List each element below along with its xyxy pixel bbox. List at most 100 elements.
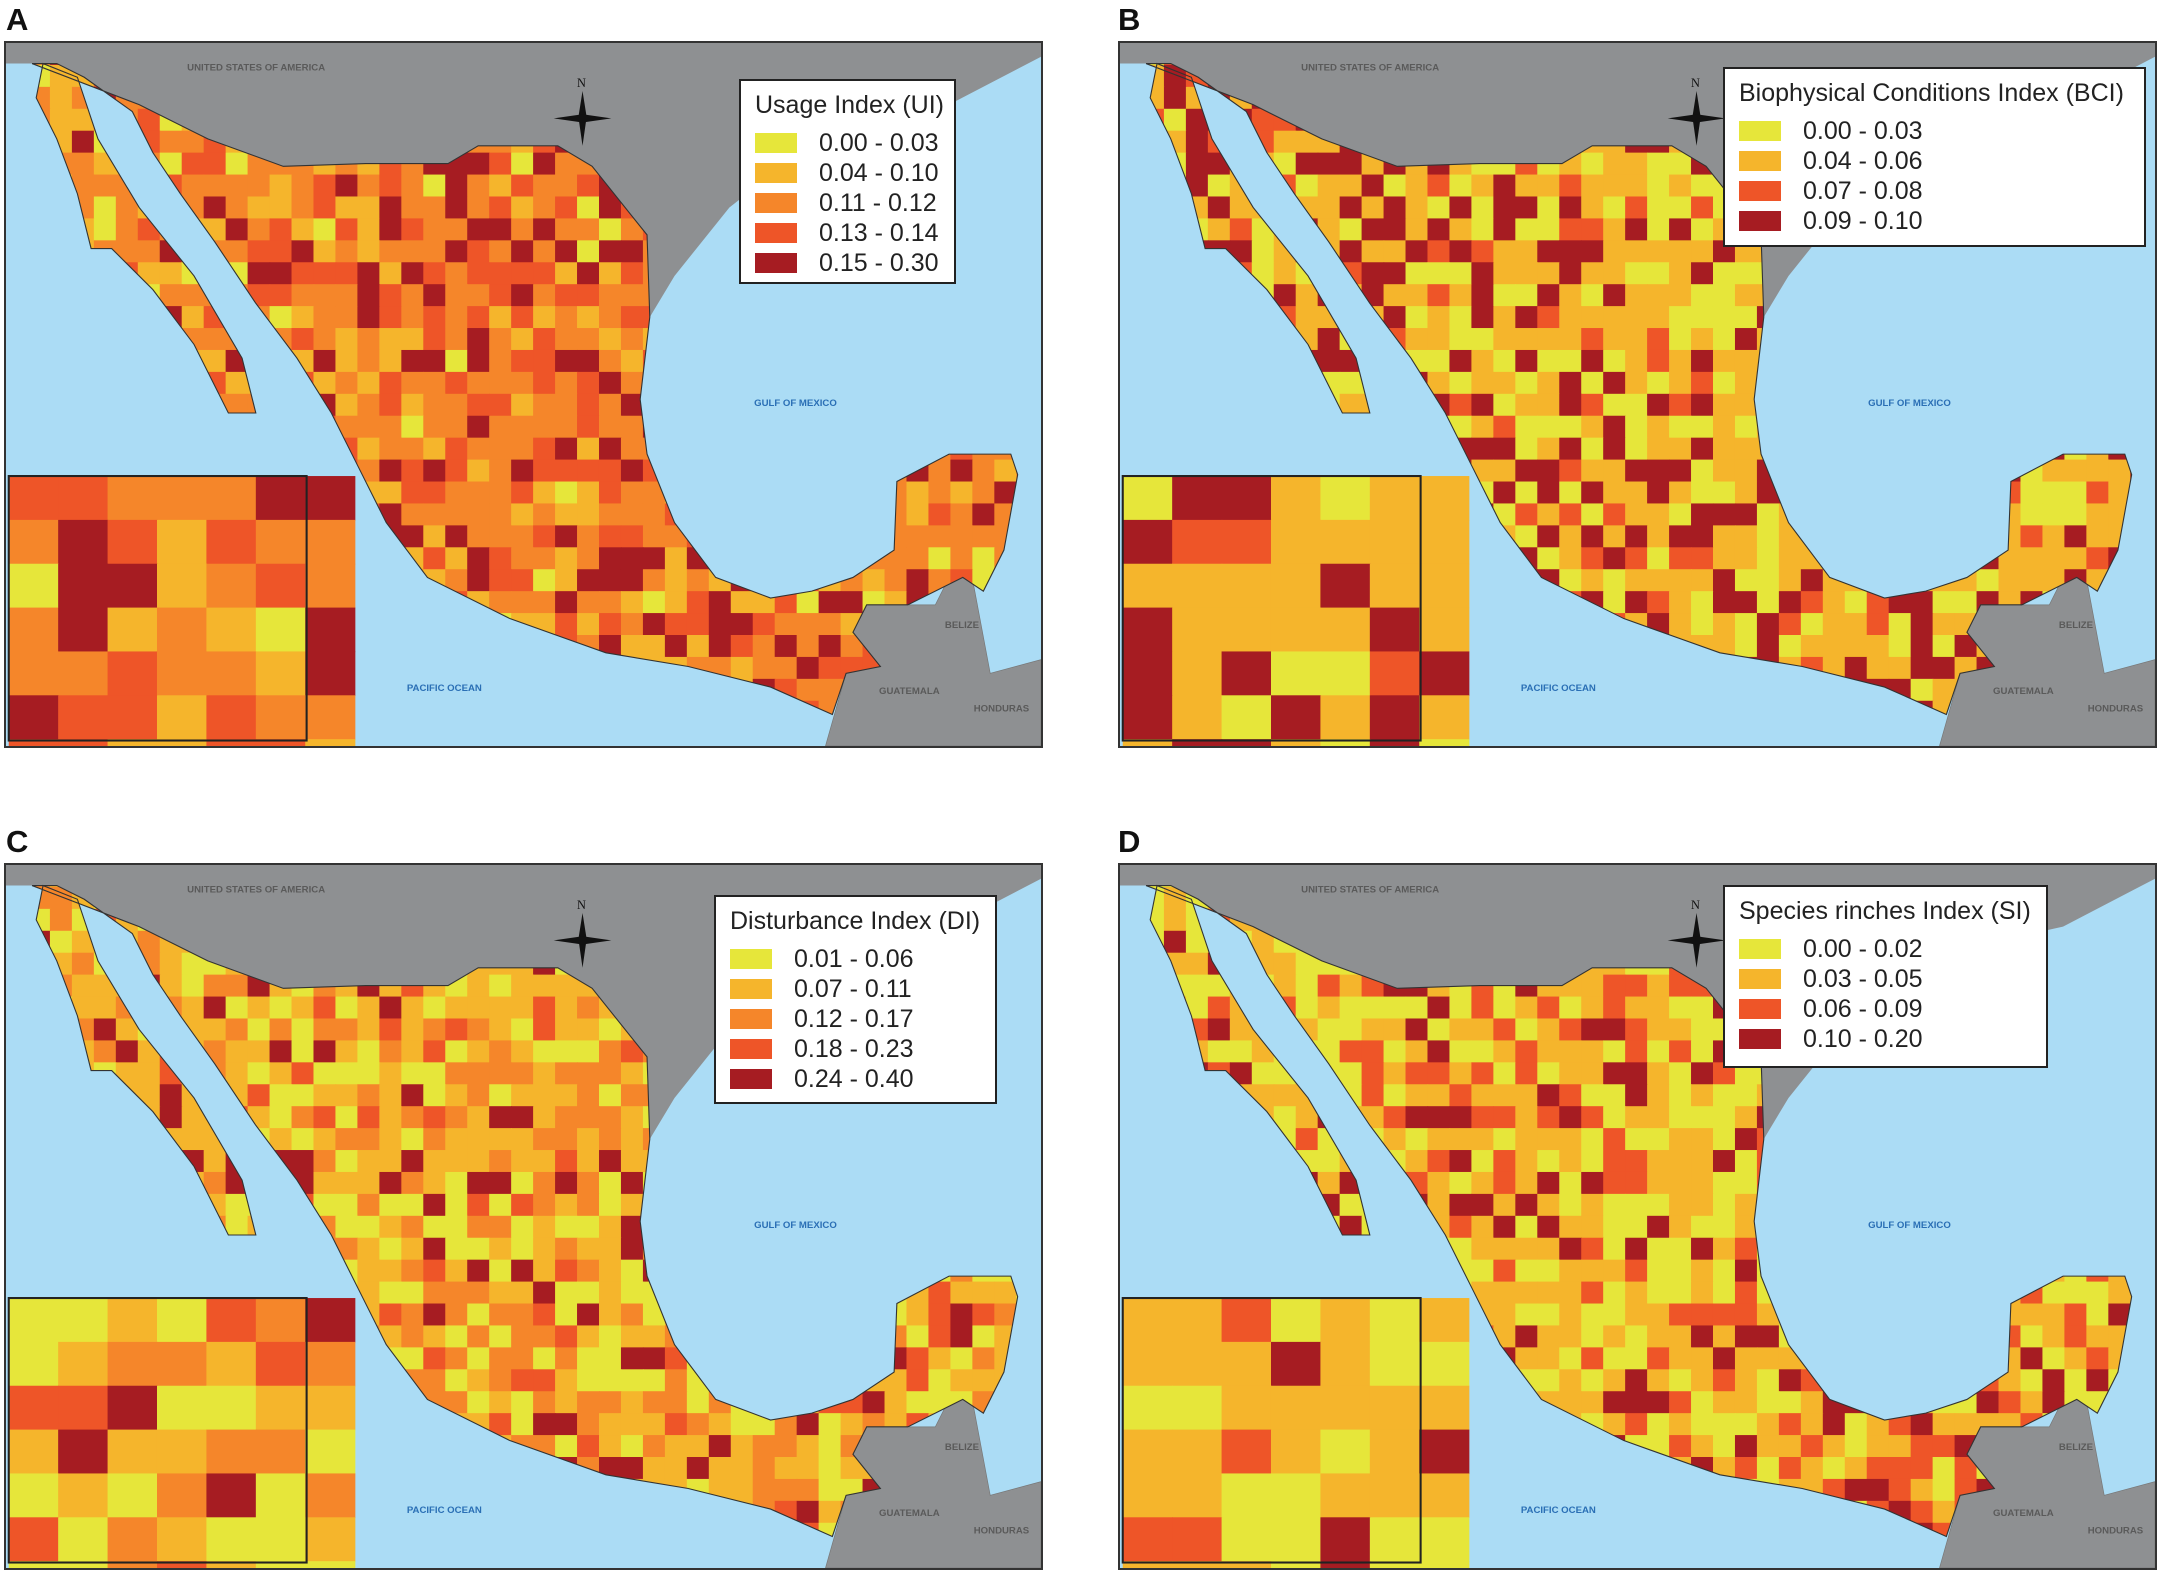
grid-cell — [511, 1369, 534, 1392]
grid-cell — [489, 1018, 512, 1042]
grid-cell — [511, 459, 534, 483]
grid-cell — [664, 635, 688, 658]
grid-cell — [1691, 613, 1714, 636]
grid-cell — [533, 503, 556, 527]
inset-cell — [107, 1473, 158, 1518]
grid-cell — [906, 503, 930, 527]
grid-cell — [247, 218, 271, 242]
grid-cell — [1493, 218, 1517, 242]
grid-cell — [1295, 174, 1319, 198]
inset-cell — [1419, 519, 1470, 565]
inset-cell — [206, 739, 257, 746]
grid-cell — [577, 1281, 600, 1305]
grid-cell — [1778, 591, 1802, 614]
inset-cell — [1270, 607, 1322, 653]
grid-cell — [379, 1215, 403, 1239]
grid-cell — [642, 591, 666, 614]
grid-cell — [445, 525, 468, 548]
grid-cell — [1146, 63, 1165, 66]
grid-cell — [489, 328, 512, 351]
grid-cell — [620, 1128, 644, 1151]
grid-cell — [1251, 240, 1275, 263]
legend-range: 0.18 - 0.23 — [794, 1034, 914, 1063]
grid-cell — [379, 393, 403, 417]
grid-cell — [379, 328, 403, 351]
grid-cell — [1559, 569, 1582, 592]
inset-cell — [1221, 607, 1272, 653]
grid-cell — [1515, 240, 1538, 263]
grid-cell — [1471, 262, 1495, 285]
grid-cell — [1317, 328, 1341, 351]
grid-cell — [1647, 569, 1670, 592]
grid-cell — [620, 262, 644, 285]
grid-cell — [1734, 503, 1758, 527]
grid-cell — [423, 1215, 446, 1239]
grid-cell — [467, 306, 490, 329]
grid-cell — [1515, 306, 1538, 329]
inset-cell — [1122, 563, 1173, 609]
grid-cell — [401, 393, 424, 417]
grid-cell — [1778, 635, 1802, 658]
grid-cell — [906, 1347, 930, 1370]
grid-cell — [467, 996, 490, 1020]
grid-cell — [49, 908, 73, 932]
grid-cell — [642, 547, 666, 570]
inset-cell — [1172, 651, 1223, 696]
grid-cell — [533, 371, 556, 395]
label-gulf: GULF OF MEXICO — [754, 1220, 837, 1231]
inset-cell — [305, 607, 356, 653]
grid-cell — [1734, 262, 1758, 285]
grid-cell — [401, 481, 424, 505]
inset-map — [7, 1297, 356, 1568]
grid-cell — [401, 1303, 424, 1327]
map-legend: Usage Index (UI) 0.00 - 0.03 0.04 - 0.10… — [739, 79, 956, 284]
grid-cell — [577, 1128, 600, 1151]
legend-range: 0.07 - 0.11 — [794, 974, 912, 1003]
grid-cell — [1251, 262, 1275, 285]
grid-cell — [1625, 306, 1648, 329]
grid-cell — [269, 1018, 293, 1042]
grid-cell — [357, 306, 381, 329]
grid-cell — [423, 240, 446, 263]
grid-cell — [225, 1040, 249, 1064]
grid-cell — [467, 1259, 490, 1283]
inset-cell — [206, 1517, 257, 1562]
grid-cell — [555, 974, 578, 998]
grid-cell — [1647, 152, 1670, 176]
grid-cell — [423, 306, 446, 329]
grid-cell — [1273, 284, 1297, 307]
grid-cell — [1603, 262, 1626, 285]
grid-cell — [620, 1171, 644, 1195]
grid-cell — [598, 1413, 622, 1436]
grid-cell — [423, 284, 446, 307]
inset-cell — [1270, 651, 1322, 696]
grid-cell — [1515, 349, 1538, 373]
grid-cell — [1515, 415, 1538, 439]
grid-cell — [620, 437, 644, 461]
inset-cell — [156, 1561, 208, 1568]
grid-cell — [577, 284, 600, 307]
grid-cell — [1449, 328, 1473, 351]
grid-cell — [1339, 174, 1363, 198]
grid-cell — [445, 1237, 468, 1261]
grid-cell — [620, 1413, 644, 1436]
inset-cell — [58, 563, 109, 609]
grid-cell — [533, 974, 556, 998]
grid-cell — [533, 1281, 556, 1305]
grid-cell — [467, 547, 490, 570]
grid-cell — [555, 196, 578, 220]
grid-cell — [1449, 218, 1473, 242]
grid-cell — [906, 481, 930, 505]
grid-cell — [489, 1369, 512, 1392]
grid-cell — [1756, 569, 1780, 592]
grid-cell — [1691, 262, 1714, 285]
grid-cell — [1669, 174, 1692, 198]
grid-cell — [489, 1084, 512, 1107]
grid-cell — [1449, 196, 1473, 220]
grid-cell — [1537, 371, 1560, 395]
grid-cell — [620, 591, 644, 614]
grid-cell — [906, 569, 930, 592]
baja-outline — [35, 884, 257, 1236]
grid-cell — [357, 1237, 381, 1261]
grid-cell — [620, 1369, 644, 1392]
